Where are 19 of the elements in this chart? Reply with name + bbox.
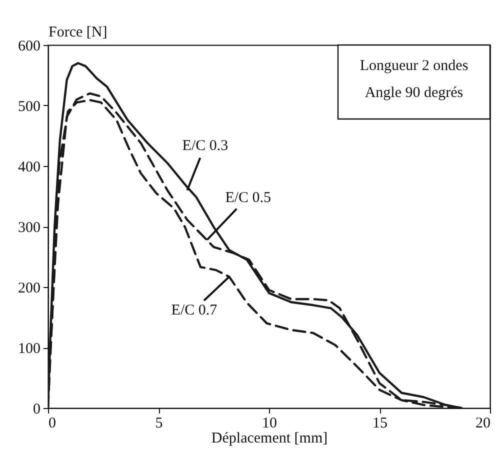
annotation: E/C 0.3	[182, 138, 228, 154]
annotation: E/C 0.7	[171, 302, 218, 319]
x-axis-title: Déplacement [mm]	[211, 430, 328, 446]
annotation: Angle 90 degrés	[364, 85, 464, 101]
y-tick-label: 0	[33, 402, 40, 418]
annotation: E/C 0.5	[225, 190, 272, 206]
x-tick-label: 20	[476, 416, 490, 432]
x-tick-label: 0	[48, 416, 56, 432]
x-tick-label: 15	[372, 416, 388, 432]
y-tick-label: 600	[18, 38, 40, 54]
y-tick-label: 200	[18, 280, 40, 296]
y-tick-label: 500	[18, 99, 40, 115]
y-tick-label: 400	[18, 160, 40, 176]
x-tick-label: 10	[262, 416, 277, 432]
y-axis-title: Force [N]	[48, 24, 108, 40]
x-tick-label: 5	[155, 416, 163, 432]
y-tick-label: 100	[18, 341, 40, 357]
y-tick-label: 300	[18, 220, 40, 236]
annotation: Longueur 2 ondes	[360, 58, 468, 74]
